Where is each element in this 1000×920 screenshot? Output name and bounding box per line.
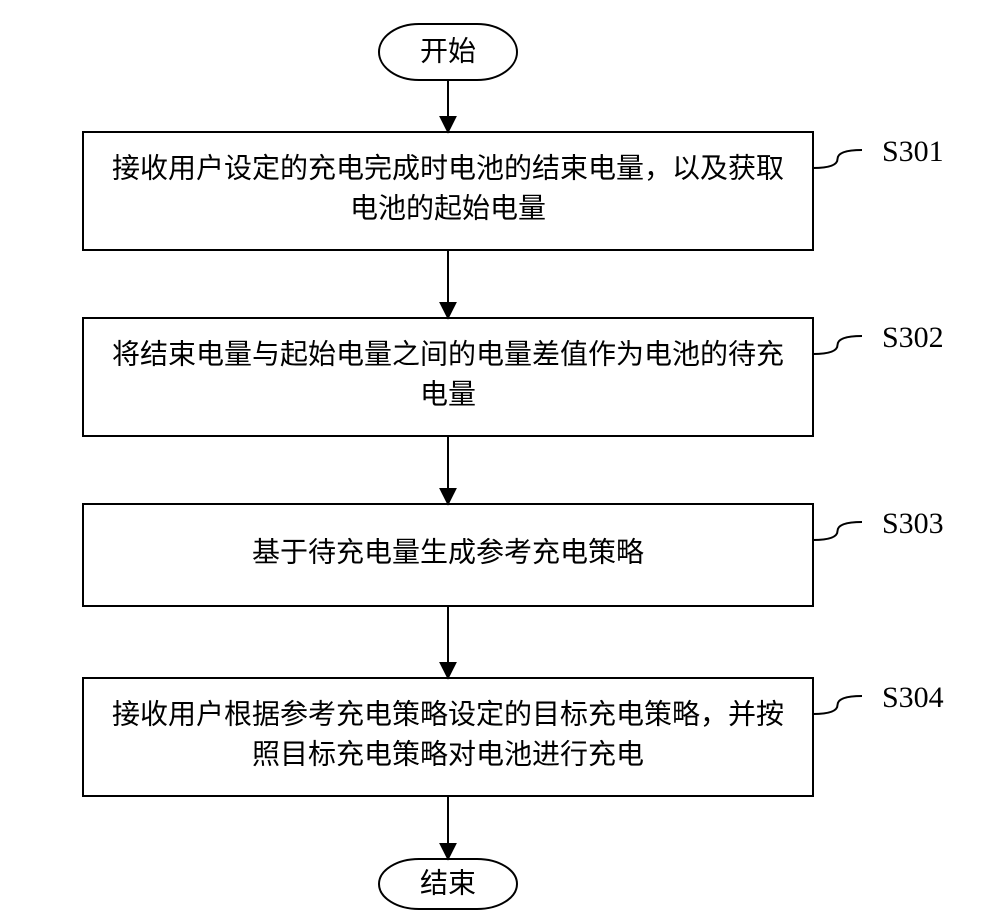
step-connector-s304 bbox=[813, 696, 862, 714]
step-text-s304-line1: 照目标充电策略对电池进行充电 bbox=[252, 738, 644, 770]
step-text-s301-line1: 电池的起始电量 bbox=[350, 192, 546, 224]
step-box-s302 bbox=[83, 318, 813, 436]
step-connector-s301 bbox=[813, 150, 862, 168]
step-text-s302-line0: 将结束电量与起始电量之间的电量差值作为电池的待充 bbox=[112, 338, 784, 370]
step-text-s304-line0: 接收用户根据参考充电策略设定的目标充电策略，并按 bbox=[112, 698, 784, 730]
step-label-s303: S303 bbox=[882, 507, 944, 540]
step-label-s301: S301 bbox=[882, 135, 944, 168]
end-terminator-label: 结束 bbox=[420, 867, 476, 899]
step-text-s301-line0: 接收用户设定的充电完成时电池的结束电量，以及获取 bbox=[112, 152, 784, 184]
step-box-s304 bbox=[83, 678, 813, 796]
start-terminator-label: 开始 bbox=[420, 35, 476, 67]
step-label-s304: S304 bbox=[882, 681, 944, 714]
step-box-s301 bbox=[83, 132, 813, 250]
step-text-s302-line1: 电量 bbox=[420, 378, 476, 410]
step-text-s303-line0: 基于待充电量生成参考充电策略 bbox=[252, 536, 644, 568]
step-label-s302: S302 bbox=[882, 321, 944, 354]
step-connector-s302 bbox=[813, 336, 862, 354]
step-connector-s303 bbox=[813, 522, 862, 540]
